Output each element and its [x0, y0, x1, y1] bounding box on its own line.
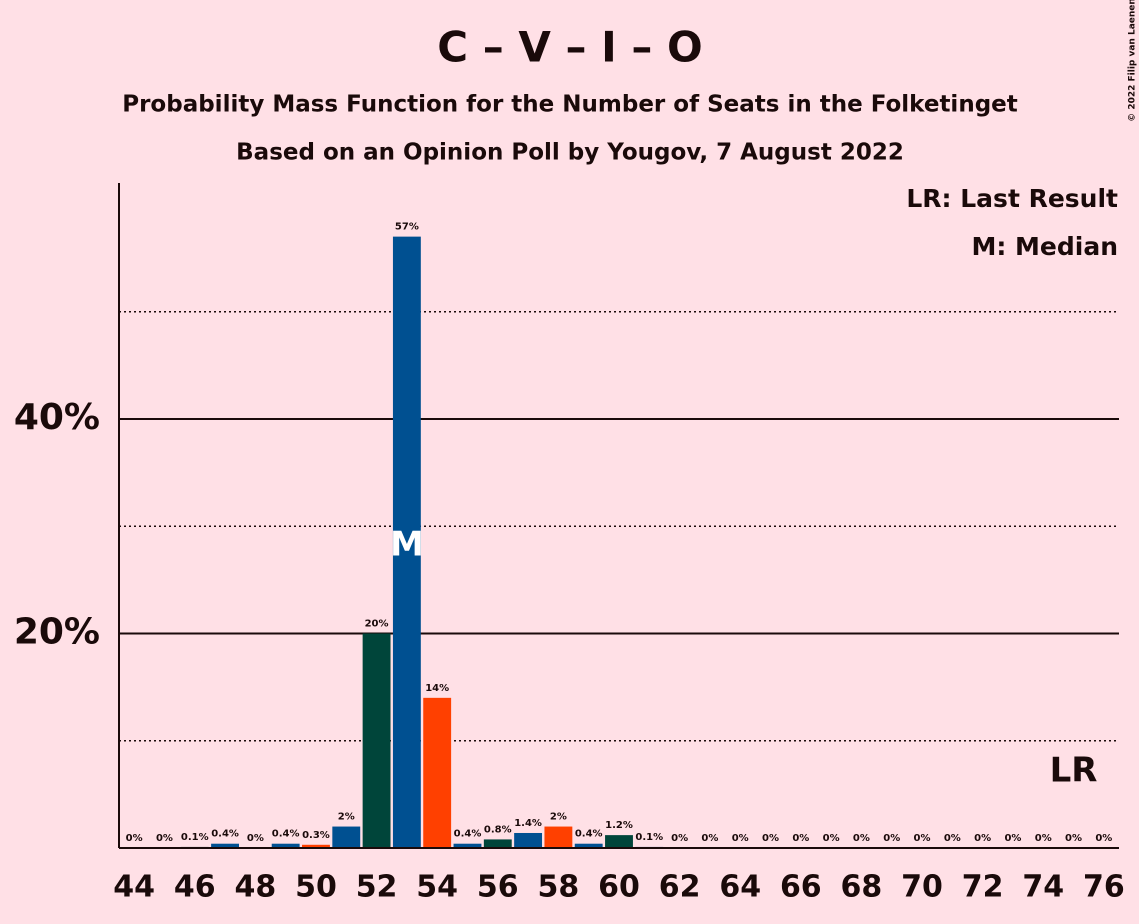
y-tick-label: 40%	[14, 397, 100, 438]
legend-entry: M: Median	[971, 232, 1118, 261]
bar	[211, 843, 239, 848]
value-label: 0%	[792, 833, 809, 844]
value-label: 0.3%	[302, 830, 330, 841]
value-label: 0%	[914, 833, 931, 844]
x-tick-label: 66	[780, 870, 822, 905]
x-tick-label: 50	[295, 870, 337, 905]
y-tick-label: 20%	[14, 611, 100, 652]
value-label: 1.4%	[514, 818, 542, 829]
value-label: 0.1%	[635, 832, 663, 843]
bar	[605, 835, 633, 848]
x-tick-label: 76	[1083, 870, 1125, 905]
x-tick-label: 44	[113, 870, 155, 905]
last-result-marker: LR	[1050, 751, 1098, 791]
legend-entry: LR: Last Result	[906, 184, 1118, 213]
bar	[483, 839, 512, 848]
bar	[362, 633, 391, 848]
value-label: 1.2%	[605, 820, 633, 831]
value-label: 0%	[853, 833, 870, 844]
chart-subtitle: Based on an Opinion Poll by Yougov, 7 Au…	[236, 140, 904, 166]
bar	[271, 843, 300, 848]
value-label: 0%	[732, 833, 749, 844]
value-label: 0%	[823, 833, 840, 844]
value-label: 0%	[247, 833, 264, 844]
chart-title: C – V – I – O	[437, 23, 702, 72]
bar	[453, 843, 482, 848]
value-label: 0%	[1035, 833, 1052, 844]
value-label: 0.4%	[211, 829, 239, 840]
value-label: 0.1%	[181, 832, 209, 843]
x-tick-label: 58	[538, 870, 580, 905]
value-label: 0%	[671, 833, 688, 844]
x-tick-label: 52	[356, 870, 398, 905]
value-label: 0%	[1004, 833, 1021, 844]
value-label: 0.4%	[272, 829, 300, 840]
x-tick-label: 60	[598, 870, 640, 905]
bar	[423, 697, 452, 848]
value-label: 2%	[550, 812, 567, 823]
bar	[514, 832, 543, 848]
median-marker: M	[390, 525, 424, 565]
value-label: 0%	[1095, 833, 1112, 844]
copyright: © 2022 Filip van Laenen	[1128, 0, 1138, 122]
value-label: 0%	[762, 833, 779, 844]
bar	[302, 844, 330, 848]
x-tick-label: 48	[234, 870, 276, 905]
bar	[332, 826, 361, 848]
value-label: 14%	[425, 683, 449, 694]
value-label: 2%	[338, 812, 355, 823]
value-label: 0%	[974, 833, 991, 844]
bar	[574, 843, 603, 848]
chart-subtitle: Probability Mass Function for the Number…	[122, 92, 1018, 118]
value-label: 0%	[701, 833, 718, 844]
x-tick-label: 68	[841, 870, 883, 905]
bar	[544, 826, 573, 848]
value-label: 0.4%	[575, 829, 603, 840]
value-label: 0.8%	[484, 824, 512, 835]
x-tick-label: 54	[416, 870, 458, 905]
x-tick-label: 46	[174, 870, 216, 905]
value-label: 0%	[944, 833, 961, 844]
value-label: 0%	[883, 833, 900, 844]
x-tick-label: 62	[659, 870, 701, 905]
value-label: 0%	[1065, 833, 1082, 844]
x-tick-label: 56	[477, 870, 519, 905]
value-label: 0%	[126, 833, 143, 844]
value-label: 0.4%	[454, 829, 482, 840]
value-label: 57%	[395, 222, 419, 233]
x-tick-label: 72	[962, 870, 1004, 905]
value-label: 20%	[365, 618, 389, 629]
value-label: 0%	[156, 833, 173, 844]
bar	[392, 236, 421, 848]
x-tick-label: 64	[719, 870, 761, 905]
x-tick-label: 74	[1022, 870, 1064, 905]
x-tick-label: 70	[901, 870, 943, 905]
